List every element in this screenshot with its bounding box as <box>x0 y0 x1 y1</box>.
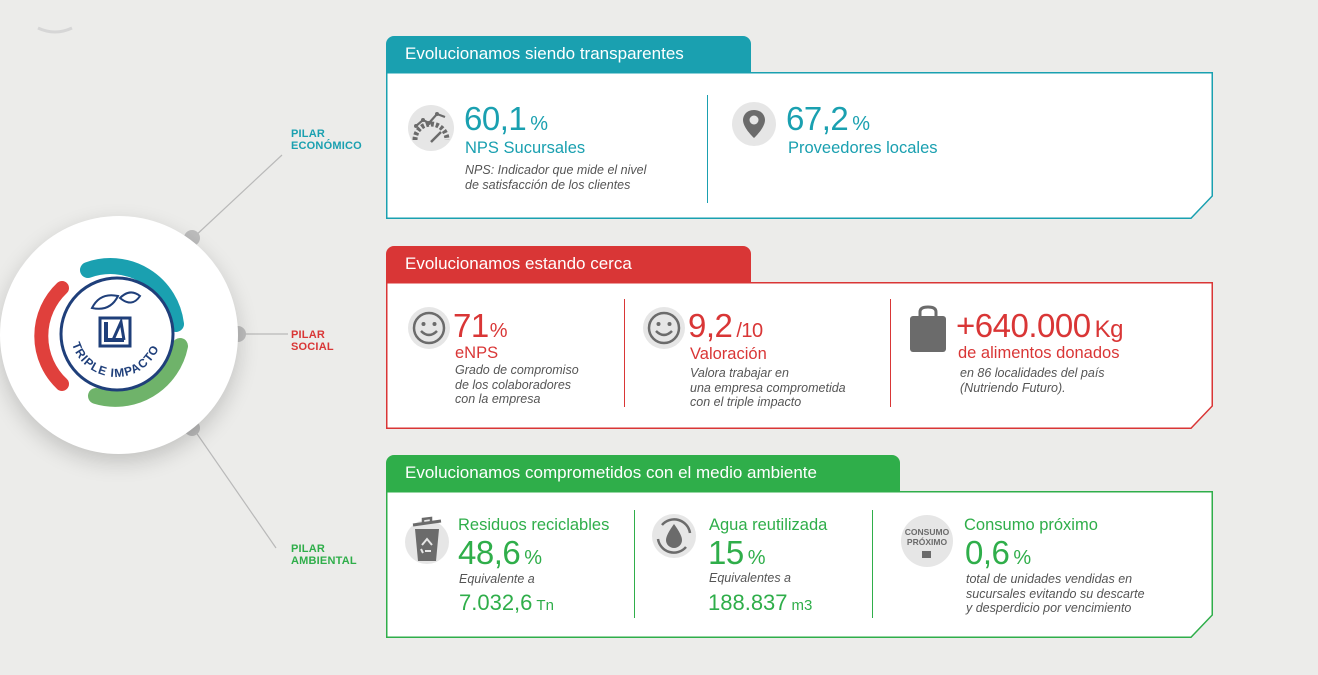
ambiental-title: Evolucionamos comprometidos con el medio… <box>386 455 900 491</box>
agua-eq-label: Equivalentes a <box>709 571 792 585</box>
nps-unit: % <box>530 113 548 135</box>
smiley-icon <box>643 307 685 349</box>
proveedores-label: Proveedores locales <box>788 139 938 157</box>
nps-value: 60,1 <box>464 100 527 137</box>
residuos-eq-line: 7.032,6 Tn <box>459 591 554 618</box>
enps-value-line: 71% <box>453 307 508 348</box>
residuos-value-line: 48,6% <box>458 536 542 575</box>
nps-label: NPS Sucursales <box>465 139 586 157</box>
smiley-icon <box>408 307 450 349</box>
alimentos-value: +640.000 <box>956 307 1091 344</box>
enps-label: eNPS <box>455 344 499 362</box>
nps-note: NPS: Indicador que mide el nivel de sati… <box>465 163 647 192</box>
enps-note: Grado de compromiso de los colaboradores… <box>455 363 579 406</box>
ambiental-divider-1 <box>634 510 635 618</box>
residuos-eq-unit: Tn <box>536 597 554 614</box>
ambiental-panel <box>386 491 1213 638</box>
water-drop-icon <box>652 514 696 558</box>
nps-value-line: 60,1% <box>464 102 548 141</box>
valoracion-unit: /10 <box>736 320 763 342</box>
social-divider-1 <box>624 299 625 407</box>
alimentos-unit: Kg <box>1094 316 1124 343</box>
residuos-value: 48,6 <box>458 534 521 571</box>
social-panel <box>386 282 1213 429</box>
valoracion-label: Valoración <box>690 345 767 363</box>
consumo-note: total de unidades vendidas en sucursales… <box>966 572 1145 615</box>
social-divider-2 <box>890 299 891 407</box>
agua-label: Agua reutilizada <box>709 516 828 534</box>
proveedores-value: 67,2 <box>786 100 849 137</box>
agua-value: 15 <box>708 534 744 571</box>
social-title: Evolucionamos estando cerca <box>386 246 751 282</box>
pillar-label-ambiental: PILAR AMBIENTAL <box>291 543 357 567</box>
agua-unit: % <box>747 547 766 569</box>
residuos-eq-label: Equivalente a <box>459 572 535 586</box>
pillar-label-economico: PILAR ECONÓMICO <box>291 128 362 152</box>
alimentos-label: de alimentos donados <box>958 344 1120 362</box>
shopping-bag-icon <box>910 305 946 352</box>
alimentos-note: en 86 localidades del país (Nutriendo Fu… <box>960 366 1105 395</box>
agua-eq-unit: m3 <box>791 597 813 614</box>
valoracion-note: Valora trabajar en una empresa compromet… <box>690 366 846 409</box>
consumo-icon-tag <box>922 551 931 558</box>
recycle-bin-icon <box>405 516 449 564</box>
valoracion-value: 9,2 <box>688 307 733 344</box>
economico-title: Evolucionamos siendo transparentes <box>386 36 751 72</box>
residuos-eq-value: 7.032,6 <box>459 590 533 615</box>
triple-impacto-logo: TRIPLE IMPACTO <box>0 216 238 454</box>
enps-unit: % <box>489 320 508 342</box>
consumo-value: 0,6 <box>965 534 1010 571</box>
proveedores-value-line: 67,2% <box>786 102 870 141</box>
pillar-label-social: PILAR SOCIAL <box>291 329 334 353</box>
valoracion-value-line: 9,2/10 <box>688 309 763 348</box>
consumo-label: Consumo próximo <box>964 516 1098 534</box>
agua-value-line: 15% <box>708 534 766 575</box>
economico-divider <box>707 95 708 203</box>
economico-panel <box>386 72 1213 219</box>
consumo-proximo-icon: CONSUMO PRÓXIMO <box>901 515 953 567</box>
agua-eq-line: 188.837 m3 <box>708 591 812 618</box>
consumo-value-line: 0,6% <box>965 536 1031 575</box>
alimentos-value-line: +640.000 Kg <box>956 309 1123 346</box>
residuos-unit: % <box>524 547 542 569</box>
consumo-unit: % <box>1013 547 1031 569</box>
location-pin-icon <box>732 102 776 146</box>
agua-eq-value: 188.837 <box>708 590 788 615</box>
ambiental-divider-2 <box>872 510 873 618</box>
consumo-icon-text: CONSUMO PRÓXIMO <box>904 527 950 547</box>
enps-value: 71 <box>453 307 489 344</box>
proveedores-unit: % <box>852 113 870 135</box>
residuos-label: Residuos reciclables <box>458 516 610 534</box>
gauge-icon <box>408 105 454 151</box>
